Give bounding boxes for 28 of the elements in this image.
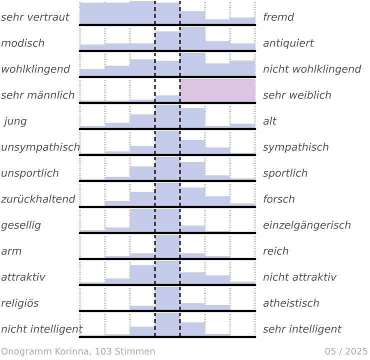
y-axis-title: attraktiv <box>1 272 46 281</box>
y-axis-title: nicht intelligent <box>1 324 83 335</box>
y-axis-title: religiös <box>1 298 39 309</box>
y2-axis-title: fremd <box>264 12 294 21</box>
y2-axis-title: reich <box>263 246 288 255</box>
y2-axis-title: sehr weiblich <box>263 90 331 99</box>
y-axis-title: unsportlich <box>2 168 58 179</box>
y-axis-title: sehr männlich <box>1 90 74 99</box>
y-axis-title: unsympathisch <box>2 142 80 153</box>
y-axis-title: jung <box>3 116 27 127</box>
y2-axis-title: sehr intelligent <box>263 324 342 335</box>
y2-axis-title: nicht wohlklingend <box>263 64 362 75</box>
y-axis-title: zurückhaltend <box>0 194 76 203</box>
y2-axis-title: antiquiert <box>263 38 314 49</box>
y2-axis-title: sportlich <box>263 168 308 179</box>
y-axis-title: gesellig <box>1 220 41 231</box>
text: 05 / 2025 <box>325 348 368 356</box>
y2-axis-title: sympathisch <box>263 142 328 153</box>
y-axis-title: arm <box>1 248 22 255</box>
y-axis-title: sehr vertraut <box>1 12 70 21</box>
y-axis-title: modisch <box>1 38 44 47</box>
y2-axis-title: atheistisch <box>263 298 319 307</box>
y2-axis-title: nicht attraktiv <box>263 272 337 281</box>
y-axis-title: wohlklingend <box>2 64 70 75</box>
y2-axis-title: alt <box>263 116 277 125</box>
y2-axis-title: einzelgängerisch <box>263 220 351 231</box>
text: Onogramm Korinna, 103 Stimmen <box>2 348 155 356</box>
y2-axis-title: forsch <box>264 194 294 203</box>
